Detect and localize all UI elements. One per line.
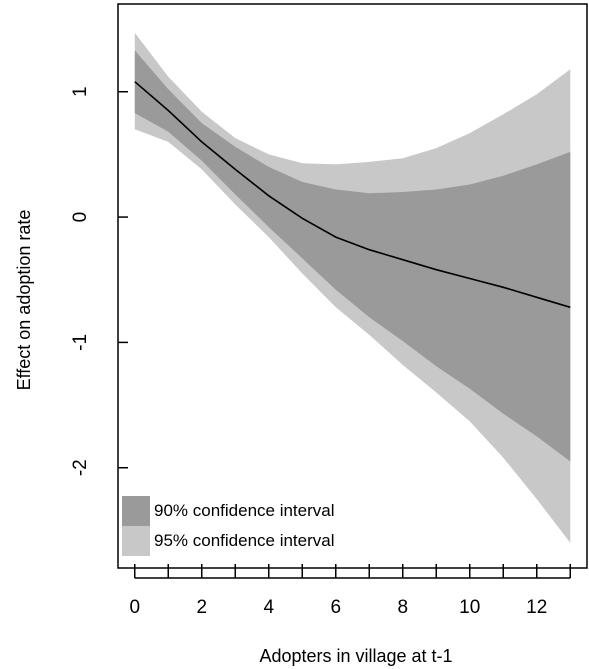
x-tick-label: 6 [330,597,341,618]
ci90-band [134,50,571,462]
x-tick-label: 4 [263,597,274,618]
plot-frame [117,3,588,569]
x-axis: 0 2 4 6 8 10 12 [129,564,571,618]
legend-swatch [122,526,150,556]
x-tick-label: 12 [526,597,547,618]
y-axis-title: Effect on adoption rate [14,210,34,391]
y-axis: -2 -1 0 1 [70,86,128,476]
confidence-bands [134,32,571,543]
legend-label: 95% confidence interval [154,531,335,550]
estimate-line-layer [134,81,571,309]
y-tick-label: -2 [70,459,91,476]
estimate-line [134,81,571,309]
y-tick-label: 1 [70,86,91,97]
legend: 90% confidence interval 95% confidence in… [122,496,335,556]
x-tick-label: 8 [397,597,408,618]
legend-swatch [122,496,150,526]
y-tick-label: 0 [70,212,91,223]
x-tick-label: 0 [129,597,140,618]
y-tick-label: -1 [70,334,91,351]
x-tick-label: 10 [459,597,480,618]
x-tick-label: 2 [196,597,207,618]
legend-label: 90% confidence interval [154,501,335,520]
x-axis-title: Adopters in village at t-1 [259,646,452,666]
